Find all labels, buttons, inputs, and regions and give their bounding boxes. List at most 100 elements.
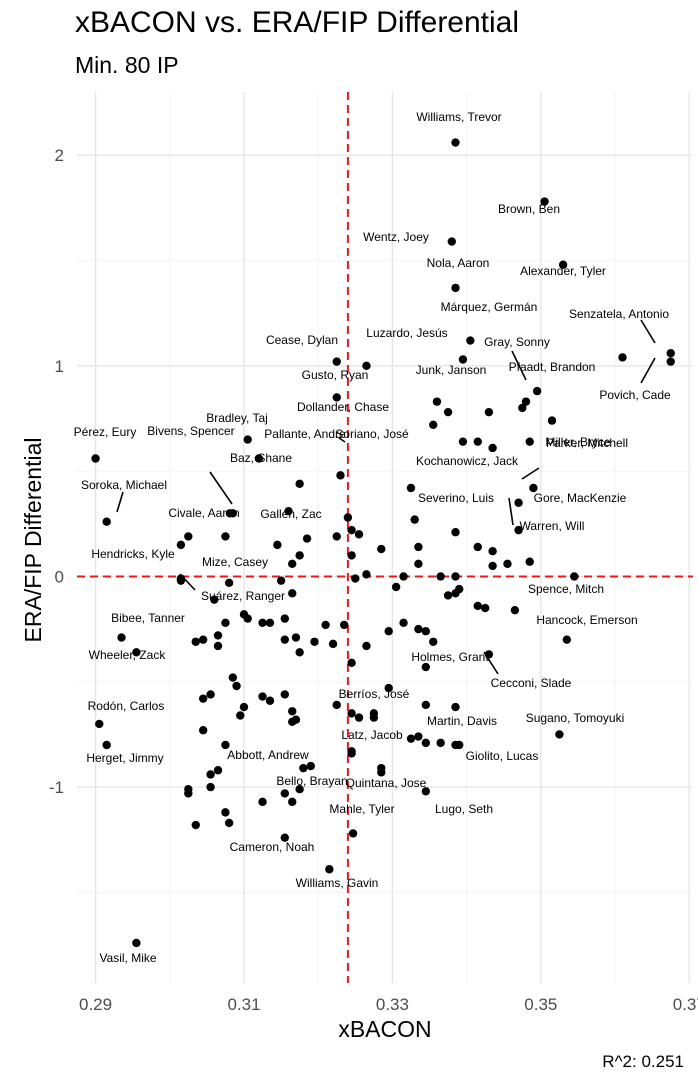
data-point-labeled [325,865,334,874]
label-connector [640,319,656,344]
data-point-labeled [224,578,234,587]
grid-lines [77,92,693,983]
point-label: Pfaadt, Brandon [509,360,596,374]
data-point [280,614,290,623]
data-point [421,700,431,710]
point-label: Wentz, Joey [363,230,429,244]
data-point [406,734,416,743]
data-point [354,713,364,722]
data-point [280,690,290,699]
y-axis-title: ERA/FIP Differential [20,438,46,643]
data-point [488,443,497,453]
data-point [328,639,338,649]
data-point [458,437,468,446]
data-point-labeled [362,361,371,371]
point-label: Márquez, Germán [441,300,538,314]
axis-ticks: 0.29 0.31 0.33 0.35 0.37 -1 0 1 2 [49,146,698,1014]
data-point-labeled [91,454,100,463]
data-point-labeled [406,483,416,493]
point-label: Williams, Gavin [296,876,379,890]
data-point [429,637,438,646]
data-point [291,633,301,642]
label-connector [209,471,233,505]
x-tick-label: 0.37 [673,995,698,1014]
point-label: Povich, Cade [599,388,671,402]
data-point [295,648,304,657]
x-tick-label: 0.29 [79,995,112,1014]
data-point-labeled [410,515,419,524]
data-point-labeled [132,648,141,657]
data-point [339,620,349,630]
data-point [414,624,423,634]
y-tick-label: 2 [55,146,64,165]
data-point-labeled [102,517,111,526]
data-point [451,702,460,712]
data-point [299,763,308,773]
data-point-labeled [529,483,538,493]
data-point-labeled [514,498,523,507]
data-point-labeled [343,513,353,522]
point-label: Brown, Ben [498,202,560,216]
data-point [510,605,520,615]
point-label: Dollander, Chase [297,400,389,414]
point-label: Latz, Jacob [341,728,403,742]
data-point [451,572,460,581]
data-point [421,627,431,636]
point-label: Pallante, Andre [264,427,346,441]
data-point-labeled [484,650,494,659]
data-point [480,603,490,613]
point-label: Bibee, Tanner [111,611,185,625]
data-point [436,572,445,581]
data-point [488,546,497,556]
point-label: Vasil, Mike [99,951,156,965]
point-label: Soroka, Michael [81,478,167,492]
label-connectors [116,319,656,675]
data-point-labeled [570,572,579,581]
data-point-labeled [558,260,568,269]
data-point [232,681,241,691]
data-point-labeled [132,938,141,948]
point-label: Bello, Brayan [276,774,347,788]
point-label: Spence, Mitch [528,582,604,596]
data-point [198,694,208,703]
data-point-labeled [221,532,230,541]
data-point-labeled [421,662,431,672]
point-label: Sugano, Tomoyuki [526,711,625,725]
point-label: Lugo, Seth [435,802,493,816]
data-point [436,738,445,748]
data-point [191,820,200,830]
data-point-labeled [432,397,442,406]
data-point-labeled [525,437,534,446]
point-label: Herget, Jimmy [86,751,163,765]
data-point [243,614,252,623]
point-label: Nola, Aaron [427,256,490,270]
data-point-labeled [295,785,304,794]
data-point-labeled [347,709,356,718]
data-point [258,797,267,807]
data-point [391,582,401,592]
data-point [236,711,245,720]
point-label: Mahle, Tyler [329,802,394,816]
data-point [347,551,356,560]
point-label: Martin, Davis [427,714,497,728]
data-point [176,540,186,550]
data-point [198,635,208,644]
data-point [347,525,356,535]
data-point [280,635,290,644]
data-point-labeled [521,397,531,406]
data-point [184,789,193,798]
point-label: Baz, Shane [230,451,292,465]
data-point [288,707,297,716]
data-point-labeled [102,740,111,750]
point-label: Quintana, Jose [346,776,427,790]
label-connector [640,357,656,384]
data-point-labeled [447,237,456,246]
data-point [377,544,386,554]
data-point [414,559,423,569]
data-point-labeled [666,348,675,358]
point-label: Rodón, Carlos [88,699,165,713]
y-tick-label: 1 [55,357,64,376]
data-point [210,595,219,604]
data-point [443,591,453,600]
data-point [351,574,360,583]
